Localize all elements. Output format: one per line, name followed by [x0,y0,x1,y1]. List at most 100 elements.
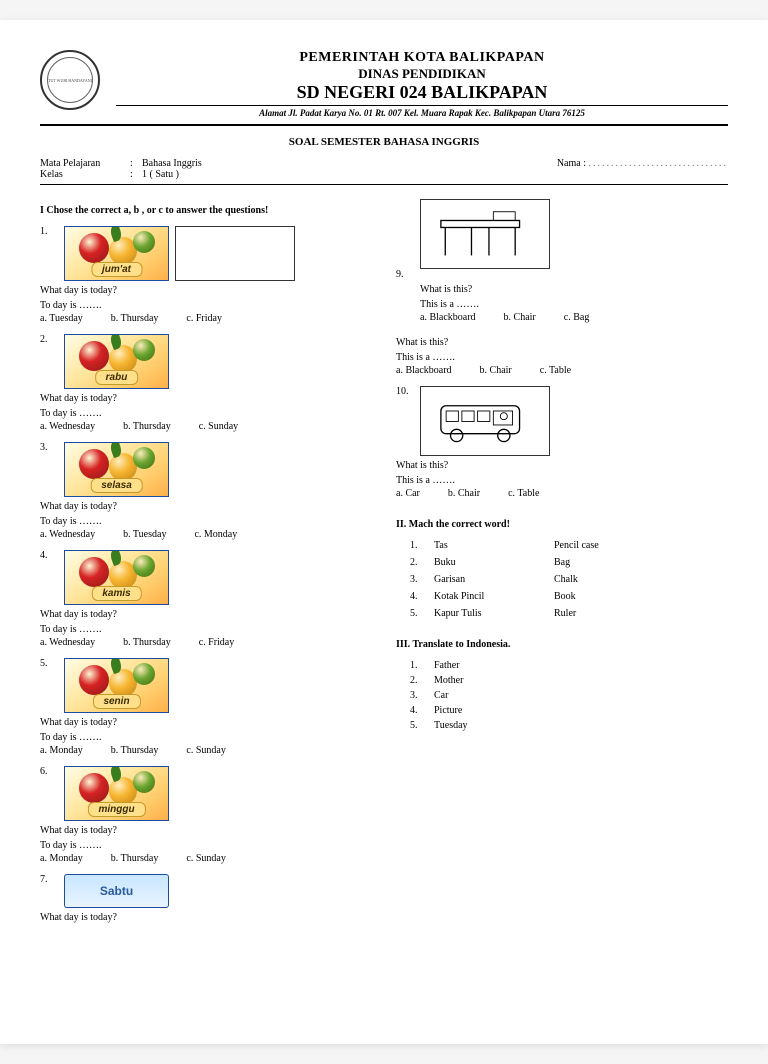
name-blank: ............................... [589,158,729,169]
q-prompt: What day is today? [40,501,372,512]
blank-box [175,226,295,281]
class-value: 1 ( Satu ) [142,169,179,180]
opt-b: b. Chair [480,365,512,376]
table-icon [427,203,542,264]
row-left: Kapur Tulis [434,608,554,619]
this-prompt-2: This is a ……. [420,299,728,310]
opt-c: c. Table [540,365,571,376]
q-number: 4. [40,550,58,561]
options: a. Tuesday b. Thursday c. Friday [40,313,372,324]
options: a. Blackboard b. Chair c. Table [396,365,728,376]
day-label: selasa [90,478,143,493]
opt-a: a. Blackboard [420,312,476,323]
opt-a: a. Blackboard [396,365,452,376]
opt-b: b. Thursday [123,421,171,432]
match-row: 1. Tas Pencil case [410,540,728,551]
q-number: 2. [40,334,58,345]
q-prompt-2: To day is ……. [40,408,372,419]
opt-c: c. Sunday [199,421,238,432]
subject-label: Mata Pelajaran [40,158,130,169]
section-2-heading: II. Mach the correct word! [396,519,728,530]
day-image-kamis: kamis [64,550,169,605]
opt-b: b. Chair [448,488,480,499]
q-prompt-2: To day is ……. [40,624,372,635]
row-word: Picture [434,705,462,716]
options: a. Blackboard b. Chair c. Bag [420,312,728,323]
q-number: 3. [40,442,58,453]
q-number: 10. [396,386,414,397]
q-prompt-2: To day is ……. [40,840,372,851]
class-label: Kelas [40,169,130,180]
day-label: minggu [87,802,145,817]
opt-a: a. Wednesday [40,529,95,540]
opt-c: c. Bag [564,312,590,323]
q-prompt-2: To day is ……. [40,516,372,527]
bus-icon [427,390,542,451]
opt-c: c. Friday [199,637,235,648]
meta-block: Mata Pelajaran : Bahasa Inggris Kelas : … [40,158,728,185]
row-word: Mother [434,675,463,686]
options: a. Monday b. Thursday c. Sunday [40,853,372,864]
meta-right: Nama : ............................... [557,158,728,180]
section-1-heading: I Chose the correct a, b , or c to answe… [40,205,372,216]
row-left: Kotak Pincil [434,591,554,602]
options: a. Wednesday b. Thursday c. Sunday [40,421,372,432]
question-5: 5. senin What day is today? To day is ……… [40,658,372,756]
letterhead: TUT WURI HANDAYANI PEMERINTAH KOTA BALIK… [40,50,728,126]
worksheet-page: TUT WURI HANDAYANI PEMERINTAH KOTA BALIK… [0,20,768,1044]
opt-b: b. Thursday [111,853,159,864]
q-number: 6. [40,766,58,777]
opt-b: b. Chair [504,312,536,323]
school-logo: TUT WURI HANDAYANI [40,50,100,110]
exam-title: SOAL SEMESTER BAHASA INGGRIS [40,136,728,148]
school-name: SD NEGERI 024 BALIKPAPAN [116,82,728,103]
row-left: Garisan [434,574,554,585]
opt-c: c. Table [508,488,539,499]
opt-b: b. Thursday [123,637,171,648]
content-columns: I Chose the correct a, b , or c to answe… [40,199,728,933]
opt-c: c. Sunday [186,745,225,756]
row-num: 5. [410,608,434,619]
row-left: Buku [434,557,554,568]
list-row: 3. Car [410,690,728,701]
opt-a: a. Tuesday [40,313,83,324]
opt-a: a. Car [396,488,420,499]
question-7: 7. Sabtu What day is today? [40,874,372,923]
day-image-minggu: minggu [64,766,169,821]
q-prompt: What day is today? [40,717,372,728]
opt-b: b. Thursday [111,313,159,324]
separator: : [130,169,142,180]
question-right-1: 9. What is this? This is a ……. a. Blackb… [396,269,728,323]
day-label: kamis [91,586,141,601]
row-right: Chalk [554,574,578,585]
opt-a: a. Monday [40,853,83,864]
match-list: 1. Tas Pencil case 2. Buku Bag 3. Garisa… [410,540,728,619]
object-image-bus [420,386,550,456]
q-prompt: What day is today? [40,912,372,923]
question-right-2: What is this? This is a ……. a. Blackboar… [396,337,728,376]
question-10: 10. What is thi [396,386,728,499]
row-right: Pencil case [554,540,599,551]
right-column: 9. What is this? This is a ……. a. Blackb… [396,199,728,933]
translate-list: 1. Father 2. Mother 3. Car 4. Picture 5. [410,660,728,731]
row-right: Bag [554,557,570,568]
left-column: I Chose the correct a, b , or c to answe… [40,199,372,933]
opt-c: c. Sunday [186,853,225,864]
row-word: Father [434,660,460,671]
q-prompt-2: To day is ……. [40,732,372,743]
opt-a: a. Monday [40,745,83,756]
q-number: 7. [40,874,58,885]
row-num: 4. [410,591,434,602]
day-label: rabu [95,370,139,385]
opt-b: b. Thursday [111,745,159,756]
row-num: 3. [410,574,434,585]
question-3: 3. selasa What day is today? To day is …… [40,442,372,540]
row-num: 1. [410,540,434,551]
options: a. Wednesday b. Tuesday c. Monday [40,529,372,540]
opt-b: b. Tuesday [123,529,166,540]
day-label: Sabtu [100,884,133,898]
day-label: jum'at [91,262,142,277]
logo-motto: TUT WURI HANDAYANI [48,78,92,83]
row-right: Ruler [554,608,576,619]
q-prompt: What day is today? [40,285,372,296]
